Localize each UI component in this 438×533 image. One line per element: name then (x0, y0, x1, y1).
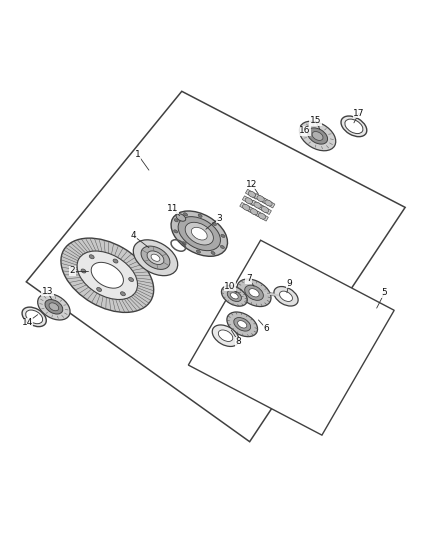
Ellipse shape (279, 291, 293, 302)
Ellipse shape (257, 196, 264, 201)
Polygon shape (262, 198, 275, 208)
Ellipse shape (81, 269, 86, 273)
Ellipse shape (299, 121, 336, 151)
Ellipse shape (221, 235, 225, 238)
Polygon shape (26, 91, 405, 442)
Ellipse shape (345, 119, 363, 134)
Ellipse shape (97, 287, 102, 292)
Ellipse shape (249, 289, 259, 297)
Ellipse shape (129, 278, 134, 281)
Ellipse shape (178, 216, 220, 251)
Ellipse shape (141, 246, 170, 269)
Ellipse shape (211, 252, 215, 255)
Ellipse shape (220, 245, 224, 248)
Ellipse shape (230, 293, 238, 299)
Ellipse shape (91, 262, 124, 288)
Ellipse shape (254, 202, 261, 208)
Polygon shape (242, 196, 255, 206)
Text: 4: 4 (131, 231, 136, 240)
Ellipse shape (22, 307, 46, 327)
Ellipse shape (243, 204, 250, 211)
Ellipse shape (184, 213, 187, 216)
Ellipse shape (218, 330, 233, 342)
Text: 6: 6 (263, 324, 269, 333)
Text: 13: 13 (42, 287, 53, 296)
Ellipse shape (173, 230, 178, 233)
Ellipse shape (237, 321, 247, 328)
Ellipse shape (151, 254, 160, 261)
Text: 5: 5 (381, 288, 388, 297)
Ellipse shape (312, 132, 323, 140)
Ellipse shape (182, 242, 186, 245)
Text: 12: 12 (246, 180, 258, 189)
Ellipse shape (89, 255, 94, 259)
Polygon shape (247, 207, 261, 217)
Ellipse shape (45, 300, 63, 314)
Ellipse shape (261, 207, 268, 213)
Polygon shape (188, 240, 394, 435)
Ellipse shape (77, 251, 138, 300)
Text: 1: 1 (135, 150, 141, 159)
Ellipse shape (258, 213, 265, 219)
Ellipse shape (212, 222, 216, 225)
Ellipse shape (274, 287, 298, 306)
Text: 2: 2 (70, 266, 75, 276)
Text: 7: 7 (246, 274, 252, 283)
Polygon shape (258, 205, 272, 214)
Ellipse shape (61, 238, 154, 312)
Text: 11: 11 (167, 204, 179, 213)
Ellipse shape (171, 211, 227, 256)
Ellipse shape (176, 214, 186, 221)
Ellipse shape (147, 251, 164, 264)
Ellipse shape (227, 312, 258, 337)
Polygon shape (245, 189, 258, 199)
Ellipse shape (174, 219, 178, 222)
Text: 15: 15 (310, 116, 321, 125)
Polygon shape (251, 200, 264, 210)
Ellipse shape (245, 198, 252, 204)
Text: 9: 9 (286, 279, 292, 288)
Ellipse shape (237, 279, 271, 306)
Ellipse shape (185, 222, 213, 245)
Ellipse shape (248, 191, 255, 197)
Ellipse shape (120, 292, 125, 296)
Ellipse shape (26, 310, 42, 324)
Ellipse shape (227, 290, 241, 302)
Text: 17: 17 (353, 109, 365, 118)
Ellipse shape (38, 294, 70, 320)
Ellipse shape (341, 116, 367, 136)
Polygon shape (255, 211, 268, 221)
Ellipse shape (307, 128, 328, 144)
Ellipse shape (245, 285, 263, 301)
Ellipse shape (191, 227, 207, 240)
Text: 16: 16 (299, 126, 310, 135)
Ellipse shape (113, 259, 118, 263)
Ellipse shape (133, 240, 178, 276)
Ellipse shape (265, 200, 272, 206)
Ellipse shape (251, 209, 258, 215)
Ellipse shape (49, 303, 59, 311)
Polygon shape (240, 203, 253, 212)
Polygon shape (254, 193, 267, 204)
Text: 3: 3 (216, 214, 222, 223)
Ellipse shape (222, 286, 247, 306)
Ellipse shape (198, 214, 202, 217)
Text: 8: 8 (236, 337, 242, 346)
Ellipse shape (234, 318, 251, 331)
Text: 14: 14 (21, 318, 33, 327)
Ellipse shape (197, 250, 201, 253)
Text: 10: 10 (224, 282, 236, 290)
Ellipse shape (212, 325, 239, 346)
